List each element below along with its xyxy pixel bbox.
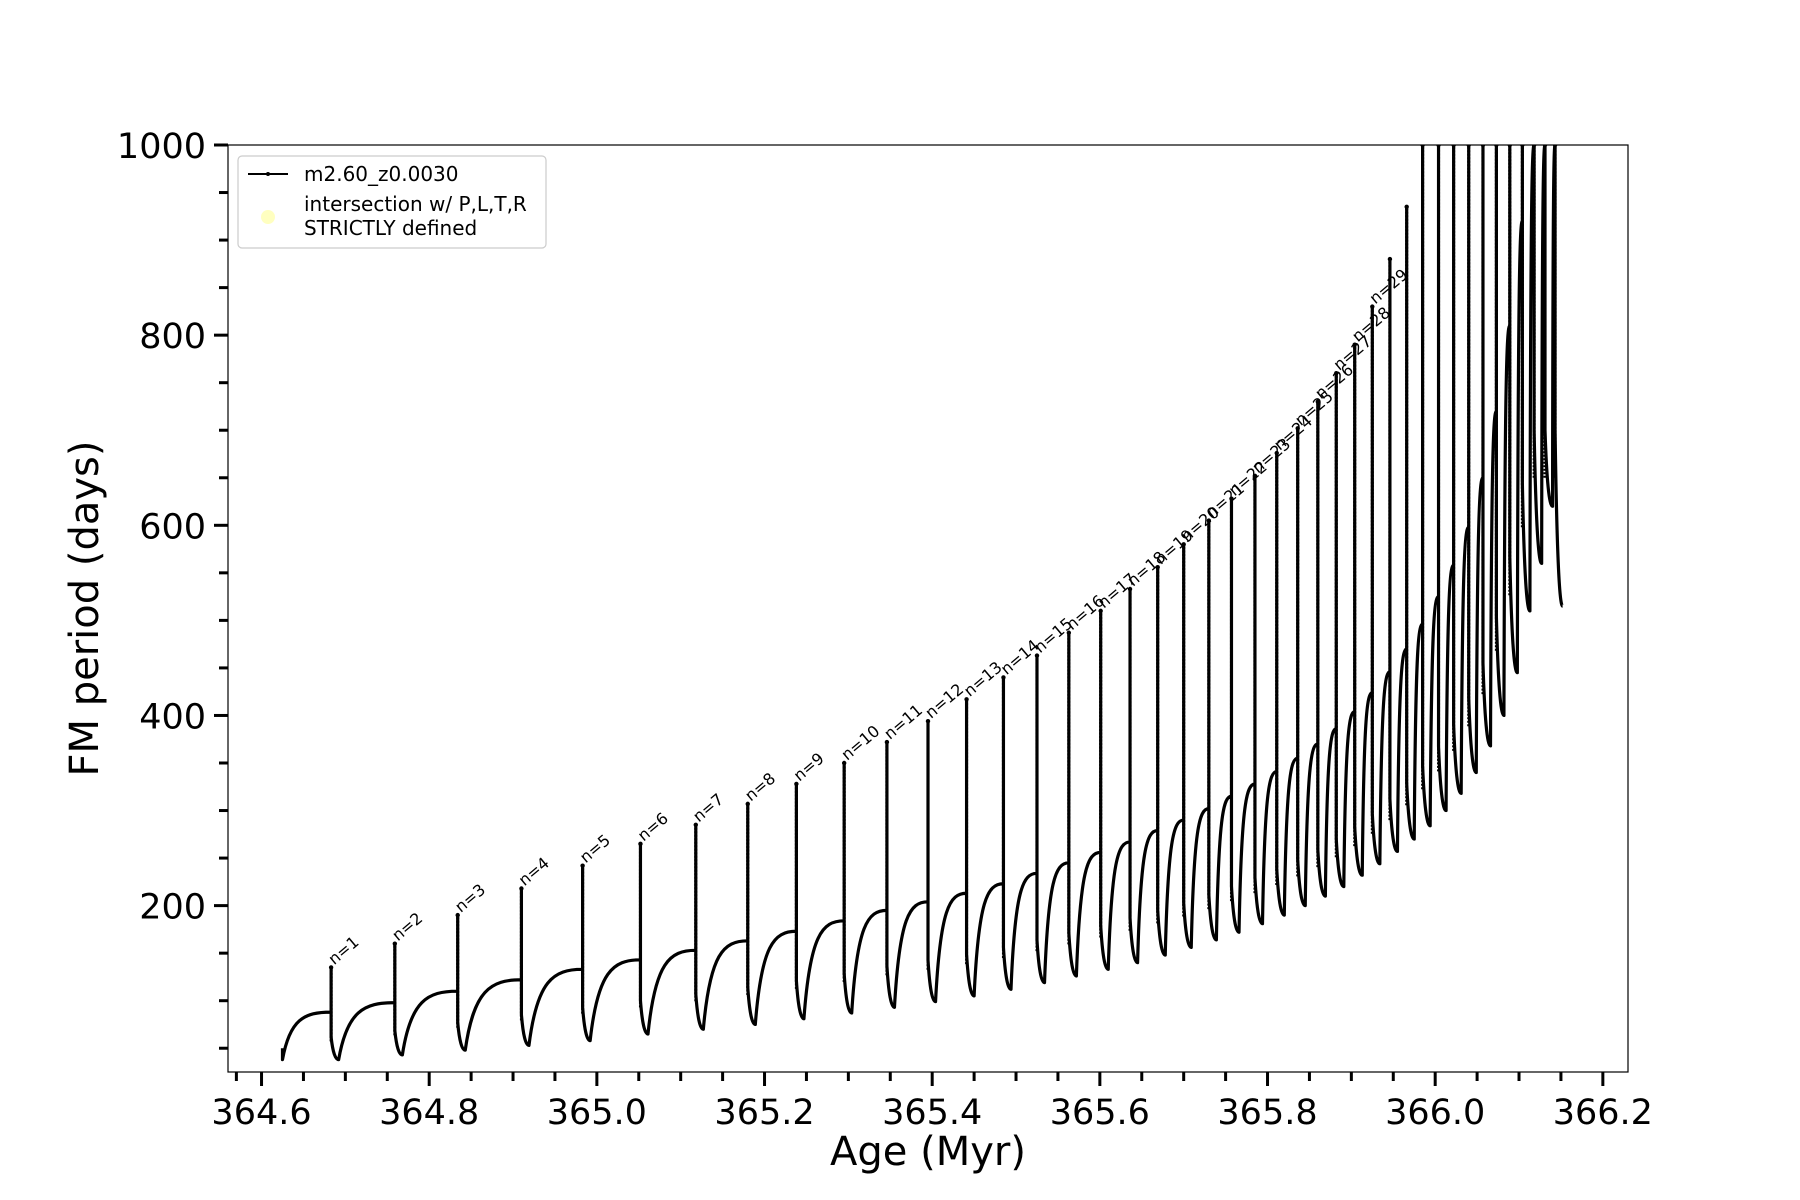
pulse-peak-point — [1066, 630, 1072, 635]
legend-label: STRICTLY defined — [304, 216, 477, 240]
y-tick-label: 400 — [139, 697, 206, 737]
pulse-peak-point — [964, 697, 969, 702]
pulse-peak-point — [1352, 342, 1357, 347]
x-tick-label: 366.0 — [1385, 1093, 1485, 1133]
pulse-peak-point — [1315, 399, 1321, 404]
pulse-peak-point — [328, 965, 334, 970]
pulse-label: n=3 — [451, 880, 489, 916]
x-tick-label: 364.6 — [211, 1093, 311, 1133]
pulse-peak-point — [638, 841, 643, 847]
legend-box — [237, 155, 547, 249]
pulse-peak-point — [1229, 496, 1234, 501]
series-line — [280, 145, 1565, 1062]
pulse-label: n=6 — [634, 809, 672, 845]
y-tick-label: 800 — [139, 317, 206, 357]
pulse-peak-point — [1155, 564, 1160, 570]
pulse-peak-point — [1404, 204, 1409, 209]
x-tick-label: 366.2 — [1553, 1093, 1653, 1133]
pulse-peak-point — [392, 941, 398, 946]
legend-circle-swatch — [261, 210, 275, 224]
pulse-label: n=7 — [689, 790, 727, 826]
plot-frame — [227, 144, 1629, 1073]
pulse-peak-point — [1370, 304, 1375, 309]
pulse-label: n=10 — [838, 721, 884, 764]
legend: m2.60_z0.0030 intersection w/ P,L,T,RSTRI… — [237, 155, 547, 249]
pulse-label: n=2 — [388, 908, 426, 944]
pulse-peak-point — [1334, 370, 1339, 376]
pulse-labels: n=1n=2n=3n=4n=5n=6n=7n=8n=9n=10n=11n=12n… — [324, 265, 1411, 969]
pulse-label: n=5 — [576, 831, 614, 867]
x-tick-label: 365.0 — [547, 1093, 647, 1133]
legend-label: intersection w/ P,L,T,R — [304, 192, 527, 216]
x-axis: 364.6 364.8 365.0 365.2 365.4 365.6 365.8 366.0… — [211, 1072, 1653, 1133]
y-axis-title: FM period (days) — [62, 441, 108, 777]
x-axis-title: Age (Myr) — [830, 1129, 1026, 1175]
pulse-label: n=1 — [324, 932, 362, 968]
pulse-peak-point — [1181, 542, 1186, 547]
pulse-peak-point — [1034, 653, 1040, 658]
y-axis: 200 400 600 800 1000 — [117, 127, 228, 1050]
pulse-label: n=11 — [880, 700, 926, 743]
pulse-peak-point — [580, 863, 585, 868]
x-tick-label: 365.8 — [1217, 1093, 1317, 1133]
x-tick-label: 365.4 — [882, 1093, 982, 1133]
y-tick-label: 600 — [139, 507, 206, 547]
pulse-peak-point — [519, 886, 524, 891]
pulse-peak-point — [794, 781, 799, 787]
pulse-label: n=9 — [790, 749, 828, 785]
pulse-label: n=8 — [741, 769, 779, 805]
x-tick-label: 365.6 — [1050, 1093, 1150, 1133]
x-tick-label: 364.8 — [379, 1093, 479, 1133]
pulse-peak-point — [884, 739, 890, 745]
pulse-peak-point — [1206, 518, 1212, 523]
pulse-peak-point — [455, 912, 460, 918]
legend-dot-swatch — [266, 172, 270, 176]
pulse-peak-point — [841, 760, 847, 766]
x-tick-label: 365.2 — [714, 1093, 814, 1133]
pulse-peak-point — [1098, 608, 1103, 614]
pulse-peak-point — [1387, 256, 1393, 262]
y-tick-label: 200 — [139, 888, 206, 928]
pulse-label: n=4 — [515, 853, 553, 889]
pulse-peak-point — [1001, 675, 1006, 680]
pulse-peak-point — [1274, 450, 1279, 456]
legend-label: m2.60_z0.0030 — [304, 162, 459, 186]
pulse-peak-point — [1252, 473, 1258, 479]
y-tick-label: 1000 — [117, 127, 206, 167]
pulse-peak-point — [1127, 586, 1133, 592]
pulse-peak-point — [925, 718, 931, 724]
series-layer — [280, 145, 1565, 1062]
pulse-peak-point — [745, 801, 750, 807]
pulse-peak-point — [693, 822, 698, 827]
pulse-peak-point — [1295, 426, 1300, 431]
